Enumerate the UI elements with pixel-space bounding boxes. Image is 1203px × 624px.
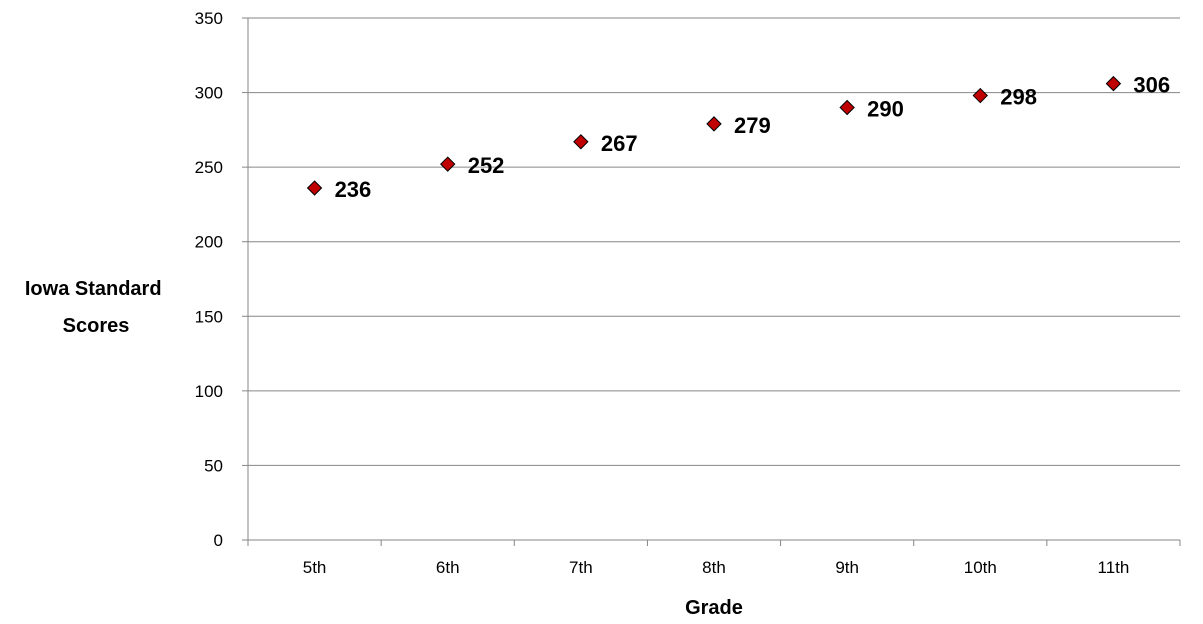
y-tick-label: 300 (195, 84, 223, 103)
y-tick-label: 0 (214, 531, 223, 550)
y-tick-label: 150 (195, 307, 223, 326)
x-tick-label: 8th (702, 558, 726, 577)
x-tick-label: 9th (835, 558, 859, 577)
data-point (306, 180, 323, 196)
axes (242, 17, 1181, 546)
data-labels: 236 252 267 279 290 298 306 (335, 73, 1171, 202)
data-point (972, 87, 988, 104)
x-tick-label: 6th (436, 558, 460, 577)
gridlines (248, 17, 1180, 466)
data-point (706, 116, 722, 132)
x-tick-labels: 5th 6th 7th 8th 9th 10th 11th (303, 558, 1130, 577)
data-points (306, 75, 1122, 196)
y-axis-title: Iowa Standard Scores (25, 278, 167, 337)
data-label: 306 (1133, 73, 1170, 98)
y-tick-label: 50 (204, 456, 223, 475)
y-axis-title-line-1: Iowa Standard (25, 278, 162, 300)
x-tick-label: 10th (964, 558, 997, 577)
x-tick-label: 7th (569, 558, 593, 577)
data-point (1105, 75, 1122, 92)
y-tick-label: 250 (195, 158, 223, 177)
data-point (839, 99, 855, 116)
y-tick-label: 100 (195, 382, 223, 401)
x-tick-label: 11th (1098, 558, 1130, 577)
data-point (573, 134, 589, 150)
x-axis-title: Grade (685, 597, 743, 619)
data-label: 279 (734, 113, 771, 138)
y-axis-title-line-2: Scores (63, 315, 130, 337)
data-label: 267 (601, 131, 638, 156)
data-label: 290 (867, 96, 904, 121)
x-tick-label: 5th (303, 558, 327, 577)
data-label: 298 (1000, 85, 1037, 110)
y-tick-label: 350 (195, 9, 223, 28)
y-tick-labels: 0 50 100 150 200 250 300 350 (195, 9, 223, 550)
data-point (440, 156, 456, 172)
y-tick-label: 200 (195, 233, 223, 252)
data-label: 252 (468, 153, 505, 178)
data-label: 236 (335, 177, 372, 202)
